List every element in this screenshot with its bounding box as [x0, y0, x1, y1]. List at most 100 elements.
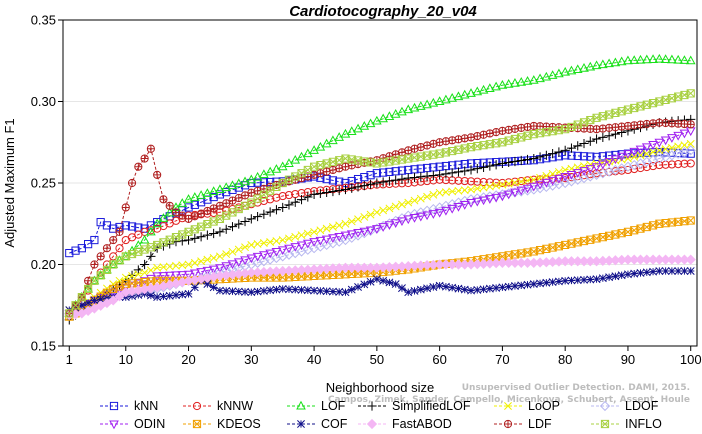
data-point-cof	[467, 286, 475, 295]
data-point-odin	[503, 190, 514, 200]
legend-label-ldof: LDOF	[625, 399, 659, 413]
data-point-simplifiedlof	[271, 205, 282, 215]
data-point-cof	[523, 280, 532, 289]
data-point-ldof	[673, 148, 684, 159]
data-point-simplifiedlof	[435, 170, 445, 180]
data-point-ldof	[566, 176, 577, 187]
legend-label-simplifiedlof: SimplifiedLOF	[392, 399, 471, 413]
data-point-cof	[234, 287, 243, 296]
data-point-cof	[485, 284, 494, 293]
legend-item-cof: COF	[287, 417, 348, 431]
data-point-lof	[597, 59, 608, 69]
data-point-cof	[328, 287, 337, 296]
data-point-knn	[65, 248, 74, 258]
data-point-lof	[572, 64, 583, 74]
data-point-cof	[504, 282, 513, 291]
series-simplifiedlof	[64, 114, 696, 325]
data-point-cof	[222, 286, 231, 295]
data-point-cof	[172, 291, 180, 300]
x-tick-label: 100	[680, 352, 702, 367]
data-point-cof	[190, 283, 199, 292]
data-point-loop	[630, 152, 639, 161]
data-point-knnw	[115, 244, 124, 253]
data-point-cof	[642, 268, 651, 277]
data-point-cof	[291, 285, 300, 294]
data-point-odin	[459, 201, 470, 210]
data-point-simplifiedlof	[560, 145, 570, 155]
data-point-lof	[240, 176, 250, 186]
data-point-simplifiedlof	[566, 143, 577, 153]
data-point-ldof	[635, 158, 646, 169]
data-point-loop	[190, 258, 199, 267]
data-point-odin	[158, 272, 169, 281]
data-point-ldof	[428, 203, 439, 215]
data-point-cof	[517, 281, 526, 290]
data-point-knn	[228, 185, 237, 194]
data-point-ldof	[308, 243, 320, 254]
data-point-cof	[391, 280, 400, 289]
data-point-loop	[291, 232, 300, 241]
data-point-ldof	[578, 173, 590, 184]
data-point-knnw	[655, 160, 664, 170]
data-point-simplifiedlof	[234, 219, 244, 229]
data-point-cof	[310, 286, 319, 295]
legend-label-knn: kNN	[134, 399, 158, 413]
data-point-lof	[183, 194, 194, 203]
data-point-ldf	[121, 203, 130, 212]
data-point-loop	[247, 240, 256, 249]
data-point-ldof	[610, 164, 621, 176]
data-point-knnw	[460, 176, 469, 186]
data-point-loop	[391, 202, 400, 211]
y-tick-label: 0.20	[31, 257, 56, 272]
data-point-odin	[673, 131, 684, 141]
data-point-lof	[604, 58, 614, 68]
data-point-simplifiedlof	[196, 232, 206, 242]
data-point-simplifiedlof	[315, 188, 325, 199]
data-point-loop	[485, 182, 494, 191]
x-tick-label: 50	[370, 352, 384, 367]
data-point-knn	[397, 166, 407, 175]
legend-item-inflo: INFLO	[591, 417, 662, 431]
data-point-cof	[586, 275, 595, 284]
data-point-knn	[90, 235, 99, 245]
data-point-loop	[517, 177, 526, 186]
data-point-ldof	[421, 205, 433, 216]
legend-swatch-marker	[366, 418, 378, 430]
data-point-ldf	[115, 227, 124, 236]
data-point-cof	[209, 283, 218, 292]
data-point-simplifiedlof	[497, 158, 508, 169]
data-point-cof	[649, 267, 658, 276]
data-point-loop	[341, 219, 350, 228]
data-point-loop	[209, 254, 218, 262]
data-point-knn	[667, 148, 676, 157]
data-point-odin	[547, 176, 558, 186]
data-point-simplifiedlof	[378, 177, 388, 187]
data-point-odin	[679, 129, 690, 139]
data-point-simplifiedlof	[422, 171, 432, 181]
data-point-ldf	[165, 201, 174, 210]
data-point-simplifiedlof	[472, 164, 482, 174]
data-point-knn	[379, 168, 388, 177]
data-point-lof	[623, 55, 633, 65]
data-point-ldof	[547, 180, 558, 191]
data-point-lof	[120, 251, 131, 260]
data-point-ldof	[334, 236, 345, 247]
data-point-lof	[591, 60, 602, 70]
legend-swatch-marker	[503, 419, 513, 429]
data-point-knn	[153, 218, 162, 227]
data-point-odin	[510, 188, 520, 198]
data-point-odin	[277, 246, 288, 256]
data-point-simplifiedlof	[510, 156, 520, 167]
data-point-inflo	[65, 309, 74, 318]
legend-label-lof: LOF	[321, 399, 346, 413]
data-point-simplifiedlof	[296, 195, 307, 205]
data-point-ldf	[109, 235, 118, 245]
data-point-knnw	[523, 176, 532, 185]
data-point-cof	[203, 280, 212, 289]
data-point-cof	[341, 288, 350, 297]
data-point-simplifiedlof	[409, 172, 420, 183]
data-point-odin	[428, 210, 439, 219]
data-point-ldf	[140, 154, 149, 163]
data-point-loop	[504, 179, 513, 188]
data-point-cof	[592, 275, 601, 284]
